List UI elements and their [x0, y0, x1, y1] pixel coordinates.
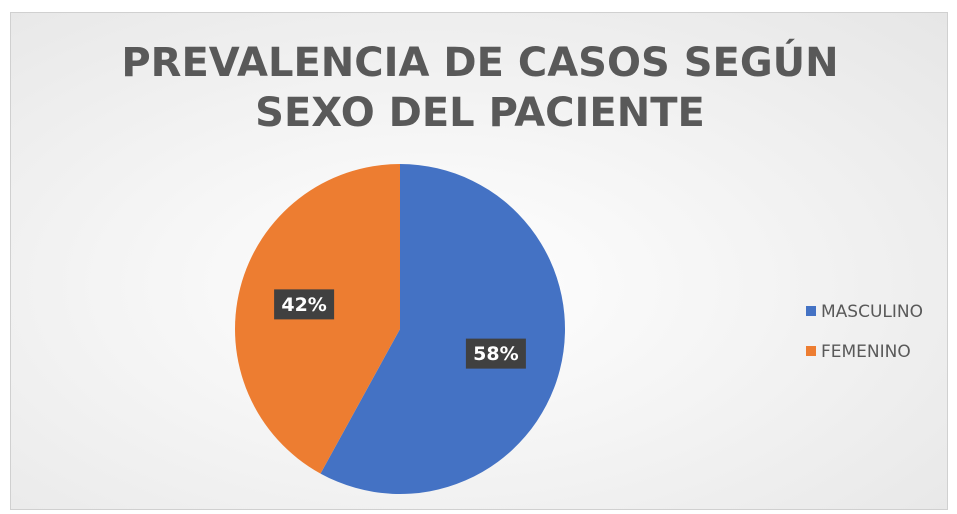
data-label-box — [465, 338, 526, 369]
legend-label: FEMENINO — [821, 342, 911, 362]
data-label-box — [274, 289, 335, 320]
chart-title: PREVALENCIA DE CASOS SEGÚN SEXO DEL PACI… — [121, 40, 839, 136]
data-label: 58% — [473, 343, 518, 365]
pie-slice — [320, 164, 566, 495]
legend-swatch — [806, 306, 816, 316]
legend-label: MASCULINO — [821, 302, 923, 322]
data-label: 42% — [281, 294, 326, 316]
legend-swatch — [806, 346, 816, 356]
